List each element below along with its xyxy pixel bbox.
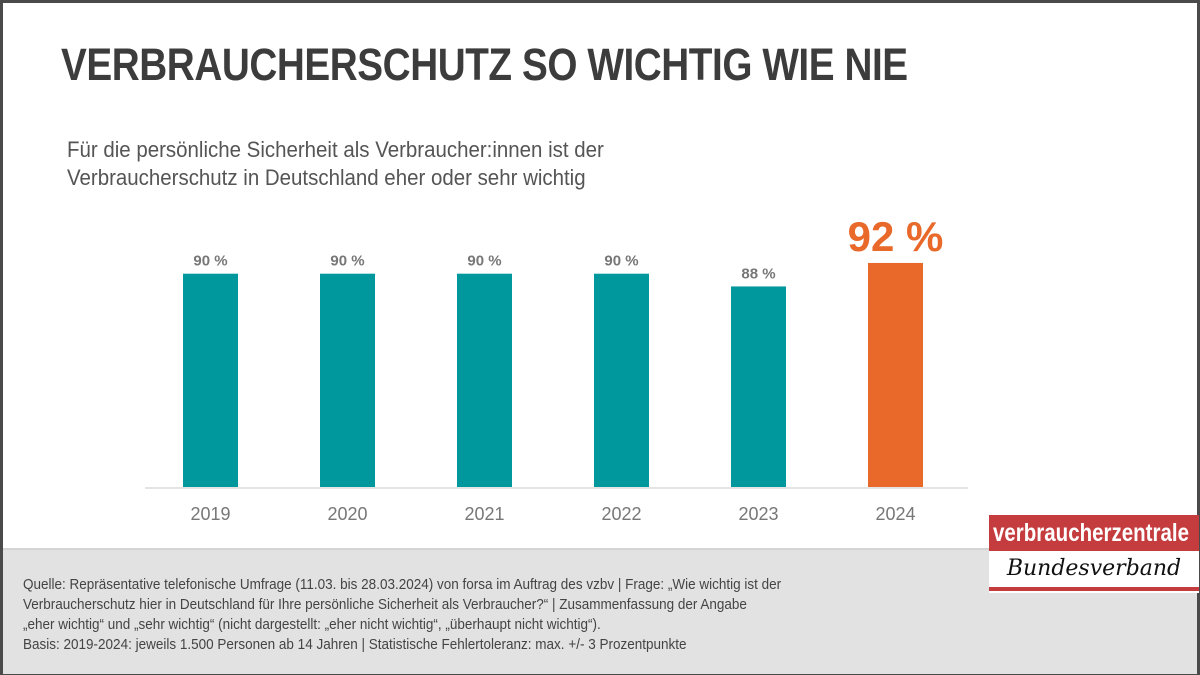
source-line: Verbraucherschutz hier in Deutschland fü… xyxy=(23,596,747,613)
bar-chart: 90 % 2019 90 % 2020 90 % 2021 90 % 2022 88 % 2023… xyxy=(145,213,968,524)
bar-2024 xyxy=(868,262,923,487)
x-tick-label: 2021 xyxy=(464,504,504,524)
page-title: VERBRAUCHERSCHUTZ SO WICHTIG WIE NIE xyxy=(61,39,908,90)
source-note: Quelle: Repräsentative telefonische Umfr… xyxy=(23,575,923,655)
source-line: Quelle: Repräsentative telefonische Umfr… xyxy=(23,576,782,593)
bar-2019 xyxy=(183,273,238,487)
bar-2020 xyxy=(320,273,375,487)
bar-2021 xyxy=(457,273,512,487)
data-label-2024: 92 % xyxy=(848,213,944,260)
data-label-2020: 90 % xyxy=(330,253,364,270)
source-line: „eher wichtig“ und „sehr wichtig“ (nicht… xyxy=(23,616,601,633)
data-label-2023: 88 % xyxy=(741,265,775,282)
vzbv-logo: verbraucherzentrale Bundesverband xyxy=(989,515,1199,593)
x-tick-label: 2023 xyxy=(738,504,778,524)
x-tick-label: 2024 xyxy=(875,504,915,524)
x-tick-label: 2022 xyxy=(601,504,641,524)
data-label-2021: 90 % xyxy=(467,253,501,270)
bar-2022 xyxy=(594,273,649,487)
chart-subtitle: Für die persönliche Sicherheit als Verbr… xyxy=(67,137,604,190)
logo-wordmark: verbraucherzentrale xyxy=(989,515,1199,551)
data-label-2019: 90 % xyxy=(193,253,227,270)
bar-2023 xyxy=(731,286,786,487)
data-label-2022: 90 % xyxy=(604,253,638,270)
logo-subline: Bundesverband xyxy=(989,551,1199,591)
x-tick-label: 2019 xyxy=(190,504,230,524)
source-line: Basis: 2019-2024: jeweils 1.500 Personen… xyxy=(23,636,687,653)
x-tick-label: 2020 xyxy=(327,504,367,524)
